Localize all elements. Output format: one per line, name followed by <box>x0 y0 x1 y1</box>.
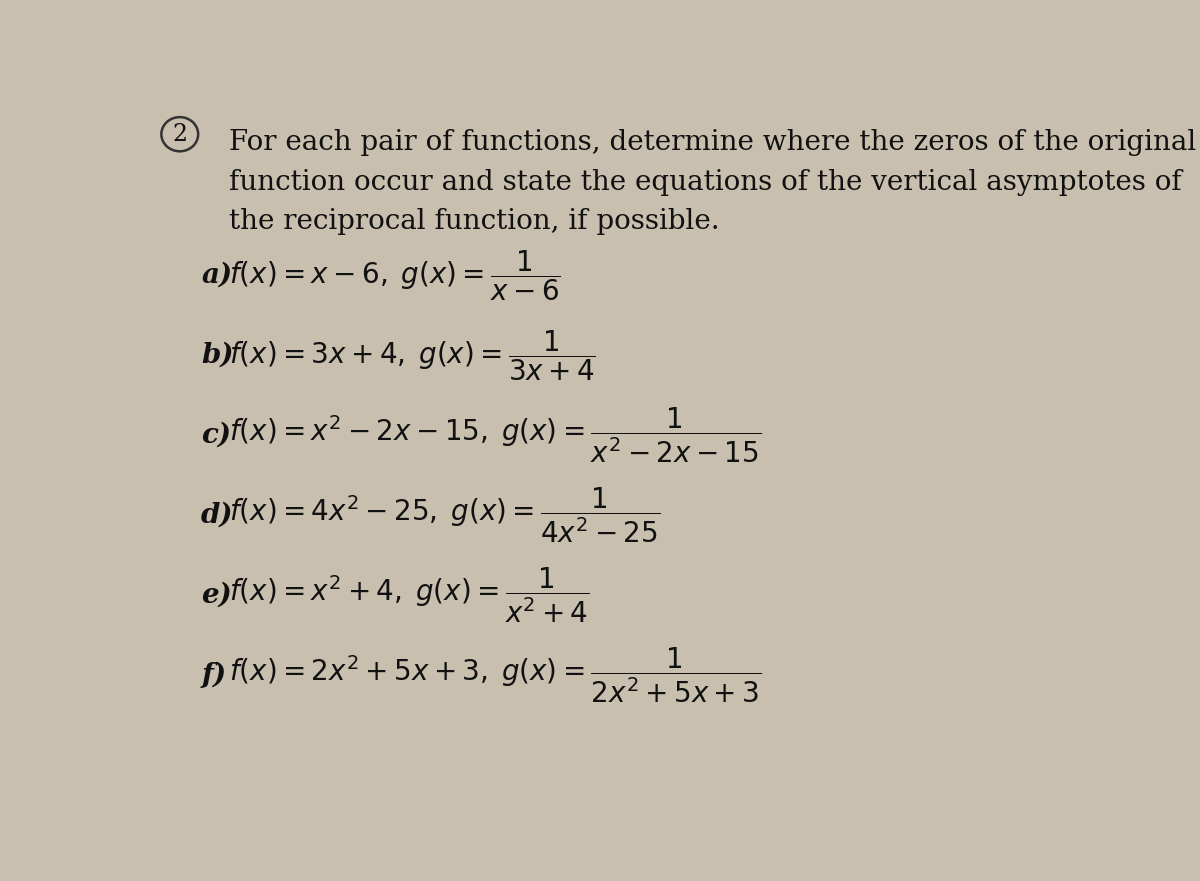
Text: $f(x) = x - 6,\; g(x) = \dfrac{1}{x - 6}$: $f(x) = x - 6,\; g(x) = \dfrac{1}{x - 6}… <box>229 248 560 303</box>
Text: $f(x) = x^2 + 4,\; g(x) = \dfrac{1}{x^2 + 4}$: $f(x) = x^2 + 4,\; g(x) = \dfrac{1}{x^2 … <box>229 566 589 626</box>
Text: $f(x) = 4x^2 - 25,\; g(x) = \dfrac{1}{4x^2 - 25}$: $f(x) = 4x^2 - 25,\; g(x) = \dfrac{1}{4x… <box>229 485 660 545</box>
Text: For each pair of functions, determine where the zeros of the original: For each pair of functions, determine wh… <box>229 130 1196 157</box>
Text: function occur and state the equations of the vertical asymptotes of: function occur and state the equations o… <box>229 169 1182 196</box>
Text: the reciprocal function, if possible.: the reciprocal function, if possible. <box>229 208 720 235</box>
Text: $f(x) = 2x^2 + 5x + 3,\; g(x) = \dfrac{1}{2x^2 + 5x + 3}$: $f(x) = 2x^2 + 5x + 3,\; g(x) = \dfrac{1… <box>229 646 761 706</box>
Text: $f(x) = 3x + 4,\; g(x) = \dfrac{1}{3x + 4}$: $f(x) = 3x + 4,\; g(x) = \dfrac{1}{3x + … <box>229 328 596 382</box>
Text: d): d) <box>202 502 234 529</box>
Text: c): c) <box>202 422 232 449</box>
Text: b): b) <box>202 342 234 369</box>
Text: 2: 2 <box>172 122 187 145</box>
Text: $f(x) = x^2 - 2x - 15,\; g(x) = \dfrac{1}{x^2 - 2x - 15}$: $f(x) = x^2 - 2x - 15,\; g(x) = \dfrac{1… <box>229 405 761 465</box>
Text: e): e) <box>202 582 232 609</box>
Text: a): a) <box>202 262 233 289</box>
Text: f): f) <box>202 662 227 689</box>
